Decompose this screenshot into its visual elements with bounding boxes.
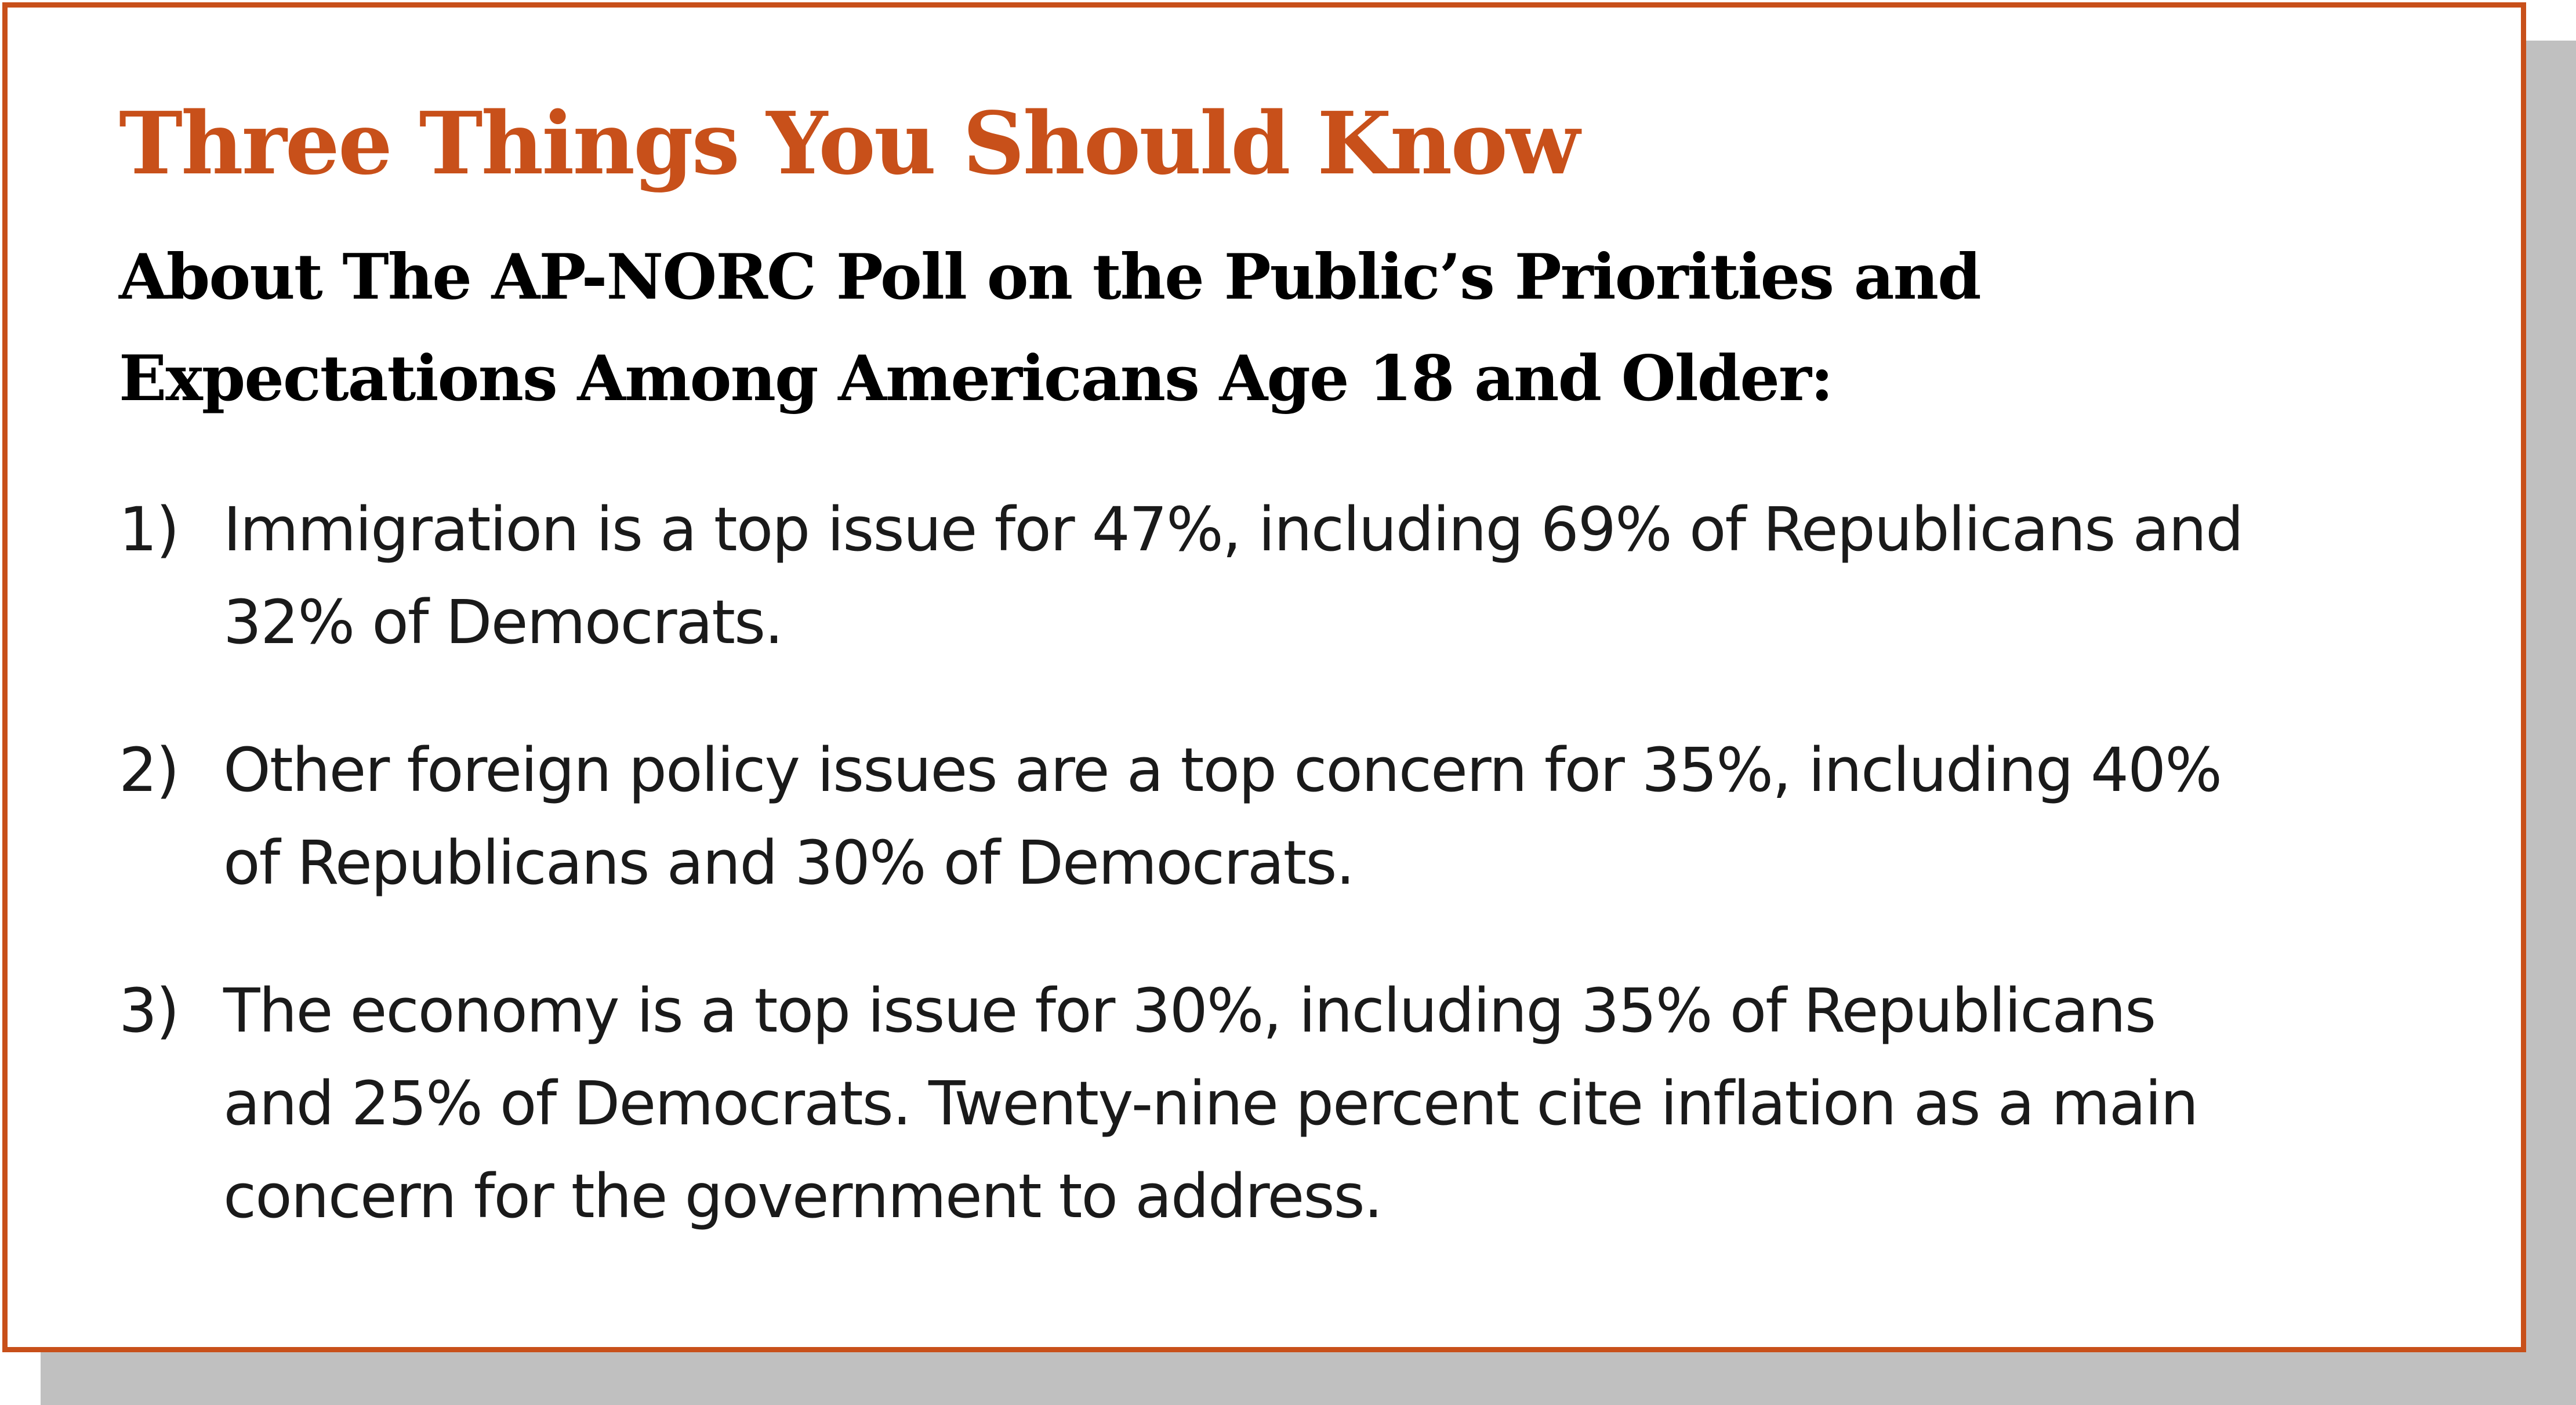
item-line: 32% of Democrats. (223, 587, 783, 658)
card-subtitle: About The AP-NORC Poll on the Public’s P… (119, 227, 1982, 430)
item-number: 3) (119, 975, 180, 1046)
item-line: Other foreign policy issues are a top co… (223, 735, 2222, 805)
item-line: The economy is a top issue for 30%, incl… (223, 975, 2156, 1046)
card-title: Three Things You Should Know (119, 93, 1580, 194)
list-item: 3) The economy is a top issue for 30%, i… (119, 964, 2497, 1243)
list-item: 2) Other foreign policy issues are a top… (119, 724, 2497, 909)
info-card: Three Things You Should Know About The A… (2, 2, 2526, 1352)
key-points-list: 1) Immigration is a top issue for 47%, i… (119, 483, 2497, 1298)
item-text: Immigration is a top issue for 47%, incl… (223, 483, 2497, 669)
item-text: The economy is a top issue for 30%, incl… (223, 964, 2497, 1243)
subtitle-line: About The AP-NORC Poll on the Public’s P… (119, 241, 1982, 314)
item-line: and 25% of Democrats. Twenty-nine percen… (223, 1068, 2198, 1139)
item-number: 2) (119, 735, 180, 805)
item-text: Other foreign policy issues are a top co… (223, 724, 2497, 909)
item-number: 1) (119, 494, 180, 565)
item-line: Immigration is a top issue for 47%, incl… (223, 494, 2244, 565)
subtitle-line: Expectations Among Americans Age 18 and … (119, 342, 1834, 415)
item-line: concern for the government to address. (223, 1161, 1383, 1232)
list-item: 1) Immigration is a top issue for 47%, i… (119, 483, 2497, 669)
item-line: of Republicans and 30% of Democrats. (223, 827, 1355, 898)
